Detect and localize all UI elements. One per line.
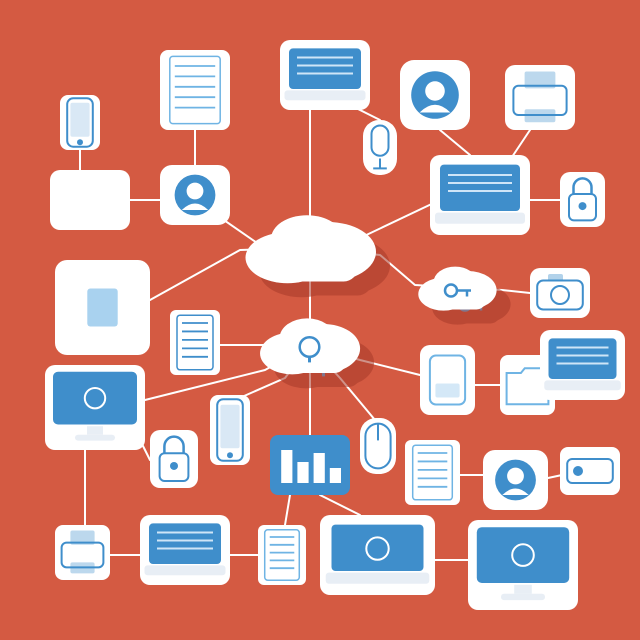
device-icon	[560, 447, 620, 495]
node-laptop-bl	[140, 515, 230, 585]
node-printer-bl	[55, 525, 110, 580]
phone-icon	[210, 395, 250, 465]
node-laptop-mr	[430, 155, 530, 235]
node-cloud-main	[235, 205, 385, 290]
laptop-icon	[430, 155, 530, 235]
monitor-icon	[45, 365, 145, 450]
node-camera-r	[530, 268, 590, 318]
node-phone-sm-l	[60, 95, 100, 150]
laptop-big-icon	[320, 515, 435, 595]
lock-icon	[150, 430, 198, 488]
printer-icon	[505, 65, 575, 130]
node-mic-top	[363, 120, 397, 175]
node-doc-tl	[160, 50, 230, 130]
node-cloud-sm-r	[412, 260, 502, 315]
node-mouse-mid	[360, 418, 396, 474]
node-head-br	[483, 450, 548, 510]
mic-icon	[363, 120, 397, 175]
laptop-icon	[280, 40, 370, 110]
node-phone-mid	[210, 395, 250, 465]
head-icon	[483, 450, 548, 510]
node-doc-stack	[258, 525, 306, 585]
node-lock-r	[560, 172, 605, 227]
node-cloud-mid	[252, 310, 367, 380]
node-head2	[160, 165, 230, 225]
printer-sm-icon	[55, 525, 110, 580]
cloud-key-icon	[412, 260, 502, 315]
mouse-icon	[360, 418, 396, 474]
node-laptop-top	[280, 40, 370, 110]
lock-icon	[560, 172, 605, 227]
cloud-icon	[235, 205, 385, 290]
node-laptop-bm	[320, 515, 435, 595]
document-icon	[405, 440, 460, 505]
node-tile-blue-l	[55, 260, 150, 355]
laptop-icon	[140, 515, 230, 585]
head-icon	[400, 60, 470, 130]
node-card-r1	[420, 345, 475, 415]
node-lock-bl	[150, 430, 198, 488]
node-monitor-l	[45, 365, 145, 450]
camera-icon	[530, 268, 590, 318]
node-monitor-br	[468, 520, 578, 610]
head-icon	[160, 165, 230, 225]
phone-icon	[60, 95, 100, 150]
laptop-icon	[540, 330, 625, 400]
file-sm-icon	[55, 260, 150, 355]
node-printer-tr	[505, 65, 575, 130]
cloud-bulb-icon	[252, 310, 367, 380]
doc-lines-icon	[258, 525, 306, 585]
node-laptop-r	[540, 330, 625, 400]
node-device-br	[560, 447, 620, 495]
node-doc-ml	[170, 310, 220, 375]
node-head-tr	[400, 60, 470, 130]
node-chart-mid	[270, 435, 350, 495]
node-doc-r2	[405, 440, 460, 505]
cloud-network-diagram	[0, 0, 640, 640]
blank-icon	[50, 170, 130, 230]
doc-lines-icon	[170, 310, 220, 375]
monitor-icon	[468, 520, 578, 610]
bars-icon	[270, 435, 350, 495]
document-icon	[160, 50, 230, 130]
card-icon	[420, 345, 475, 415]
node-box-ml	[50, 170, 130, 230]
